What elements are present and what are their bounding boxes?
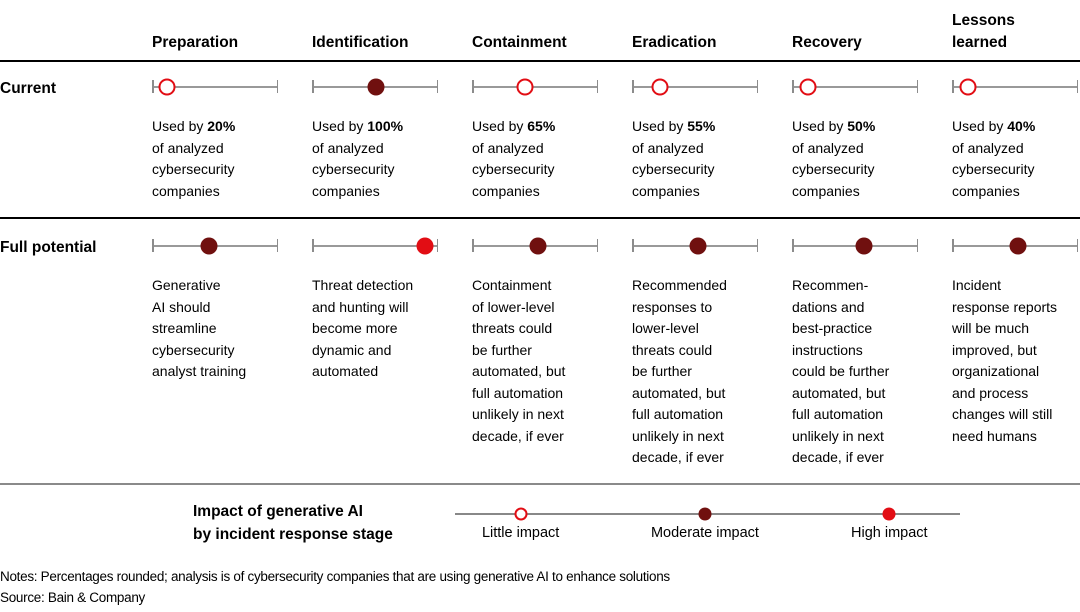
current-row: Current Used by 20% of analyzed cybersec…	[0, 62, 1080, 217]
impact-marker-dot	[367, 78, 385, 96]
usage-text: Used by 65% of analyzed cybersecurity co…	[472, 118, 556, 199]
current-cell-identification: Used by 100% of analyzed cybersecurity c…	[312, 78, 448, 202]
full-cell-identification: Threat detection and hunting will become…	[312, 237, 448, 383]
legend-label: Little impact	[481, 525, 560, 541]
impact-slider	[632, 78, 758, 96]
high-impact-dot-icon	[882, 507, 896, 520]
full-cell-eradication: Recommended responses to lower-level thr…	[632, 237, 768, 469]
full-cell-preparation: Generative AI should streamline cybersec…	[152, 237, 288, 383]
impact-slider	[952, 78, 1078, 96]
usage-text: Used by 50% of analyzed cybersecurity co…	[792, 118, 876, 199]
impact-marker-dot	[1009, 237, 1027, 255]
row-divider-line	[0, 217, 1080, 219]
impact-marker-dot	[799, 78, 817, 96]
impact-slider	[312, 78, 438, 96]
impact-marker-dot	[959, 78, 977, 96]
full-cell-lessons-learned: Incident response reports will be much i…	[952, 237, 1080, 447]
impact-marker-dot	[651, 78, 669, 96]
full-potential-text: Recommen- dations and best-practice inst…	[792, 277, 890, 465]
source-text: Source: Bain & Company	[0, 590, 145, 605]
column-header-eradication: Eradication	[632, 34, 717, 51]
usage-text: Used by 20% of analyzed cybersecurity co…	[152, 118, 236, 199]
impact-slider	[152, 78, 278, 96]
impact-marker-dot	[158, 78, 176, 96]
full-cell-recovery: Recommen- dations and best-practice inst…	[792, 237, 928, 469]
legend-divider-line	[0, 483, 1080, 485]
usage-text: Used by 55% of analyzed cybersecurity co…	[632, 118, 716, 199]
impact-slider	[472, 237, 598, 255]
column-header-containment: Containment	[472, 34, 567, 51]
current-cell-lessons-learned: Used by 40% of analyzed cybersecurity co…	[952, 78, 1080, 202]
column-header-identification: Identification	[312, 34, 409, 51]
notes-text: Notes: Percentages rounded; analysis is …	[0, 569, 670, 584]
current-cell-eradication: Used by 55% of analyzed cybersecurity co…	[632, 78, 768, 202]
current-cell-recovery: Used by 50% of analyzed cybersecurity co…	[792, 78, 928, 202]
full-potential-row: Full potential Generative AI should stre…	[0, 219, 1080, 483]
column-header-recovery: Recovery	[792, 34, 862, 51]
row-label-current: Current	[0, 80, 56, 97]
full-potential-text: Threat detection and hunting will become…	[312, 277, 414, 379]
legend-label: High impact	[851, 525, 928, 541]
moderate-impact-dot-icon	[698, 507, 712, 520]
full-potential-text: Generative AI should streamline cybersec…	[152, 277, 247, 379]
column-header-preparation: Preparation	[152, 34, 239, 51]
current-cell-containment: Used by 65% of analyzed cybersecurity co…	[472, 78, 608, 202]
row-label-full-potential: Full potential	[0, 239, 97, 256]
impact-slider	[152, 237, 278, 255]
impact-slider	[312, 237, 438, 255]
usage-text: Used by 100% of analyzed cybersecurity c…	[312, 118, 404, 199]
impact-slider	[952, 237, 1078, 255]
impact-marker-dot	[529, 237, 547, 255]
full-cell-containment: Containment of lower-level threats could…	[472, 237, 608, 447]
full-potential-text: Incident response reports will be much i…	[952, 277, 1058, 444]
column-header-row: Preparation Identification Containment E…	[0, 0, 1080, 60]
impact-marker-dot	[516, 78, 534, 96]
full-potential-text: Recommended responses to lower-level thr…	[632, 277, 727, 465]
impact-legend: Little impact Moderate impact High impac…	[455, 505, 960, 553]
header-divider-line	[0, 60, 1080, 62]
legend-title: Impact of generative AI by incident resp…	[193, 503, 393, 543]
impact-marker-dot	[855, 237, 873, 255]
legend-label: Moderate impact	[650, 525, 759, 541]
impact-slider	[792, 237, 918, 255]
impact-slider	[792, 78, 918, 96]
impact-marker-dot	[416, 237, 434, 255]
impact-slider	[632, 237, 758, 255]
impact-marker-dot	[200, 237, 218, 255]
little-impact-dot-icon	[514, 507, 528, 520]
current-cell-preparation: Used by 20% of analyzed cybersecurity co…	[152, 78, 288, 202]
impact-marker-dot	[689, 237, 707, 255]
full-potential-text: Containment of lower-level threats could…	[472, 277, 566, 444]
usage-text: Used by 40% of analyzed cybersecurity co…	[952, 118, 1036, 199]
column-header-lessons-learned: Lessons learned	[952, 12, 1015, 51]
impact-slider	[472, 78, 598, 96]
